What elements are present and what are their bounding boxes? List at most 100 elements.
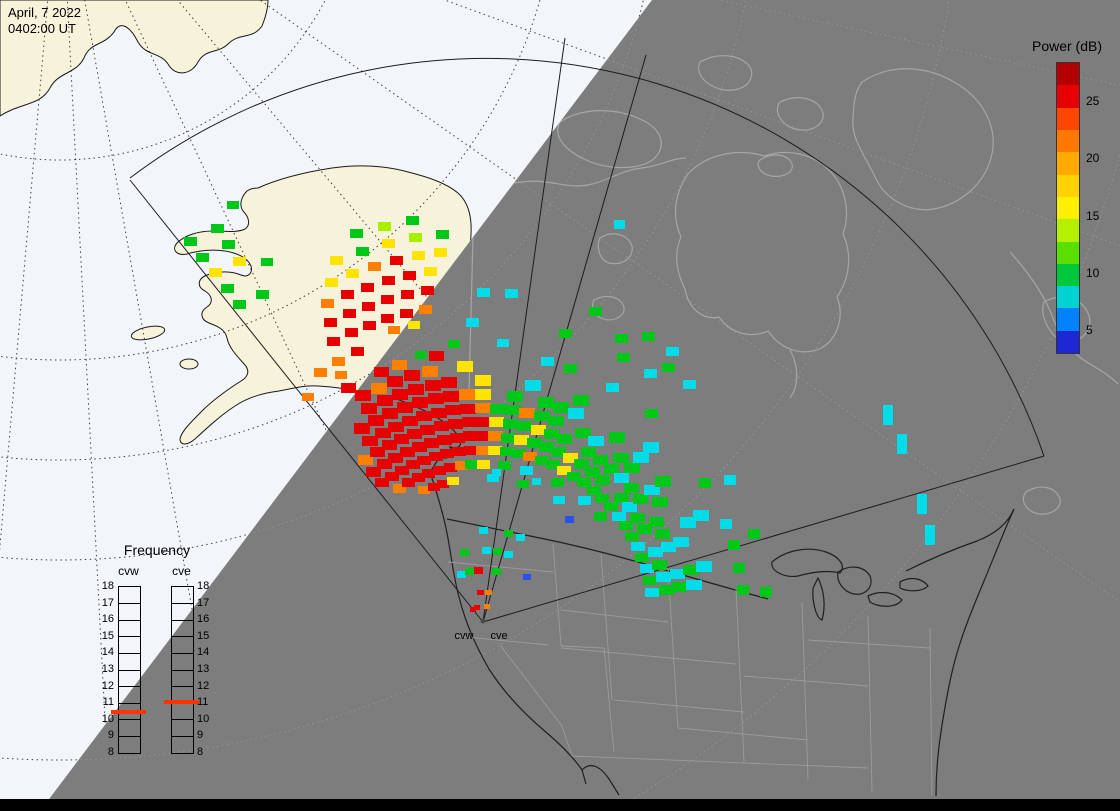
- radar-cell: [723, 474, 736, 485]
- colorbar-segment: [1057, 152, 1079, 175]
- radar-cell: [452, 447, 467, 457]
- radar-cell: [344, 328, 358, 338]
- radar-cell: [411, 251, 425, 261]
- radar-cell: [623, 463, 640, 474]
- radar-cell: [727, 540, 740, 551]
- radar-cell: [567, 408, 584, 420]
- radar-cell: [346, 269, 360, 279]
- frequency-scale-value: 9: [197, 729, 204, 742]
- radar-cell: [406, 460, 421, 470]
- radar-cell: [514, 435, 530, 446]
- radar-cell: [354, 423, 371, 435]
- radar-cell: [361, 301, 375, 311]
- radar-cell: [595, 493, 610, 503]
- radar-cell: [422, 469, 436, 479]
- colorbar-segment: [1057, 308, 1079, 331]
- radar-cell: [387, 326, 400, 335]
- radar-cell: [523, 452, 538, 462]
- radar-cell: [896, 434, 907, 455]
- radar-cell: [462, 431, 478, 442]
- radar-cell: [184, 236, 198, 246]
- date-text: April, 7 2022: [8, 5, 81, 20]
- radar-cell: [484, 589, 492, 595]
- radar-cell: [924, 525, 935, 546]
- radar-cell: [534, 455, 549, 465]
- frequency-column-label-cvw: cvw: [118, 564, 139, 578]
- radar-cell: [361, 435, 378, 446]
- radar-cell: [370, 382, 387, 394]
- radar-cell: [550, 477, 564, 487]
- radar-cell: [381, 440, 397, 451]
- frequency-scale-cvw: [118, 586, 141, 754]
- frequency-scale-value: 15: [197, 629, 210, 642]
- radar-cell: [556, 434, 572, 445]
- frequency-scale-divider: [119, 619, 140, 621]
- radar-cell: [655, 529, 671, 540]
- radar-cell: [511, 449, 526, 459]
- radar-cell: [418, 486, 431, 495]
- radar-cell: [416, 411, 432, 422]
- radar-cell: [624, 531, 639, 541]
- frequency-scale-value: 18: [101, 580, 114, 592]
- colorbar-segment: [1057, 174, 1079, 197]
- frequency-scale-value: 14: [197, 646, 210, 659]
- radar-cell: [382, 239, 396, 249]
- frequency-scale-value: 10: [101, 712, 114, 725]
- frequency-scale-value: 8: [197, 746, 204, 758]
- radar-cell: [411, 442, 427, 453]
- bottom-frame-bar: [0, 799, 1120, 811]
- radar-cell: [392, 360, 408, 371]
- radar-cell: [260, 257, 273, 266]
- radar-cell: [424, 379, 441, 391]
- radar-cell: [603, 502, 618, 512]
- radar-cell: [491, 469, 501, 477]
- frequency-scale-divider: [119, 686, 140, 688]
- radar-cell: [545, 460, 560, 470]
- radar-cell: [488, 431, 504, 442]
- radar-cell: [402, 271, 416, 281]
- radar-cell: [220, 284, 234, 294]
- frequency-scale-value: 13: [101, 663, 114, 675]
- frequency-scale-value: 12: [101, 679, 114, 692]
- radar-cell: [454, 461, 468, 471]
- site-label-cve: cve: [490, 630, 508, 642]
- frequency-scale-divider: [172, 686, 193, 688]
- radar-cell: [581, 447, 597, 458]
- radar-cell: [459, 548, 469, 556]
- radar-cell: [226, 201, 239, 210]
- radar-cell: [685, 579, 702, 590]
- radar-cell: [388, 452, 404, 463]
- frequency-scale-value: 16: [197, 613, 210, 626]
- frequency-scale-value: 12: [197, 679, 210, 692]
- radar-cell: [412, 473, 426, 483]
- radar-cell: [397, 402, 414, 414]
- radar-cell: [377, 221, 391, 231]
- radar-cell: [522, 573, 531, 580]
- time-text: 0402:00 UT: [8, 20, 76, 36]
- frequency-scale-divider: [172, 669, 193, 671]
- radar-cell: [476, 459, 490, 469]
- radar-cell: [301, 393, 314, 402]
- radar-cell: [506, 390, 523, 402]
- radar-cell: [433, 421, 449, 432]
- colorbar-segment: [1057, 196, 1079, 220]
- radar-cell: [489, 417, 505, 428]
- radar-cell: [402, 477, 416, 487]
- colorbar-tick-label: 25: [1086, 93, 1100, 108]
- radar-cell: [447, 339, 460, 348]
- radar-cell: [325, 277, 339, 287]
- radar-cell: [340, 383, 356, 394]
- island-nunivak: [179, 358, 199, 370]
- radar-cell: [341, 290, 355, 300]
- radar-cell: [604, 463, 620, 474]
- radar-cell: [489, 403, 506, 414]
- radar-cell: [401, 415, 418, 426]
- radar-cell: [424, 267, 438, 277]
- radar-cell: [645, 587, 660, 597]
- radar-cell: [614, 473, 630, 484]
- radar-cell: [487, 445, 502, 455]
- radar-cell: [222, 240, 236, 250]
- radar-cell: [652, 497, 669, 508]
- radar-cell: [418, 304, 432, 314]
